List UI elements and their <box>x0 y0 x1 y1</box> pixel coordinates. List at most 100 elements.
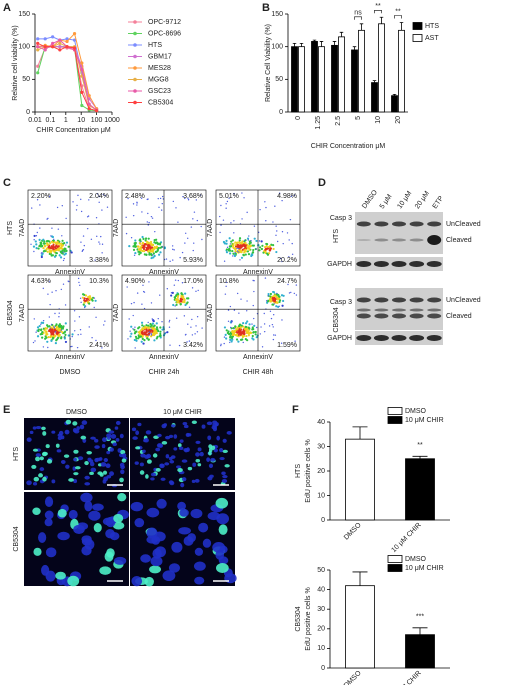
nucleus <box>140 453 146 458</box>
nucleus <box>160 477 166 481</box>
nucleus <box>130 501 144 512</box>
panel-label: E <box>3 404 10 416</box>
flow-event <box>141 324 144 327</box>
flow-event <box>187 323 189 325</box>
flow-event <box>159 332 162 336</box>
flow-event <box>231 239 234 242</box>
flow-event <box>101 347 103 349</box>
legend-label: MES28 <box>148 65 171 72</box>
flow-event <box>79 297 82 299</box>
flow-event <box>225 248 229 251</box>
flow-event <box>166 331 169 334</box>
nucleus <box>84 461 89 466</box>
nucleus <box>86 451 92 455</box>
flow-event <box>225 329 228 332</box>
nucleus <box>146 527 158 539</box>
flow-event <box>132 245 135 248</box>
flow-event <box>59 326 62 329</box>
band-label: Cleaved <box>446 313 472 320</box>
nucleus <box>178 446 184 450</box>
flow-event <box>58 254 61 257</box>
flow-event <box>140 331 143 334</box>
data-point <box>36 71 40 75</box>
flow-event <box>71 333 74 336</box>
blot-band <box>391 261 407 267</box>
flow-event <box>143 331 146 334</box>
flow-event <box>250 254 253 258</box>
nucleus <box>180 482 185 488</box>
flow-event <box>238 328 241 331</box>
bar <box>371 82 378 113</box>
flow-event <box>48 248 51 251</box>
flow-event <box>86 227 89 230</box>
flow-event <box>139 242 142 245</box>
error-bar <box>312 39 317 42</box>
flow-event <box>256 334 259 337</box>
nucleus <box>131 576 143 587</box>
nucleus <box>112 521 125 530</box>
flow-event <box>165 258 168 260</box>
nucleus <box>195 440 201 445</box>
group-label: CB5304 <box>295 606 302 631</box>
nucleus <box>206 457 211 462</box>
flow-event <box>76 204 78 207</box>
nucleus <box>222 474 228 479</box>
flow-event <box>83 244 85 247</box>
flow-event <box>87 300 90 303</box>
control-label: GAPDH <box>327 335 352 342</box>
blot-band <box>392 308 406 312</box>
flow-event <box>135 339 138 342</box>
data-point <box>58 41 62 46</box>
flow-event <box>148 249 151 252</box>
flow-event <box>96 235 98 238</box>
legend-label: GSC23 <box>148 88 171 95</box>
nucleus <box>42 451 48 456</box>
nucleus <box>57 433 63 437</box>
flow-event <box>142 237 145 240</box>
lane-label: 5 μM <box>379 193 394 210</box>
flow-event <box>263 312 265 315</box>
nucleus <box>51 430 56 434</box>
flow-event <box>177 299 180 302</box>
flow-event <box>289 218 292 221</box>
data-point <box>43 48 47 52</box>
flow-event <box>245 334 248 338</box>
flow-event <box>177 221 179 223</box>
flow-event <box>236 243 239 247</box>
error-bar <box>379 16 384 24</box>
nucleus <box>26 437 32 442</box>
flow-event <box>63 331 66 334</box>
flow-event <box>61 249 64 252</box>
y-tick-label: 20 <box>317 468 325 475</box>
flow-event <box>181 282 184 284</box>
flow-event <box>141 246 145 249</box>
flow-event <box>228 332 231 336</box>
flow-event <box>55 339 58 342</box>
nucleus <box>181 459 188 463</box>
flow-event <box>103 324 105 326</box>
flow-event <box>139 248 142 252</box>
flow-event <box>273 334 275 336</box>
bar <box>391 95 398 113</box>
flow-event <box>233 220 235 222</box>
bar <box>345 585 375 669</box>
nucleus <box>84 475 90 480</box>
annotation: ns <box>354 10 362 17</box>
flow-event <box>175 303 178 306</box>
flow-event <box>170 292 173 294</box>
flow-event <box>265 300 268 302</box>
flow-event <box>240 256 244 259</box>
flow-event <box>168 321 170 323</box>
flow-event <box>223 260 226 262</box>
legend-label: OPC-8696 <box>148 30 181 37</box>
blot-band <box>392 221 406 227</box>
flow-event <box>248 327 251 330</box>
nucleus <box>81 420 88 425</box>
flow-event <box>191 334 194 336</box>
flow-event <box>143 249 146 253</box>
nucleus <box>140 554 151 563</box>
flow-event <box>156 248 160 251</box>
nucleus <box>80 435 87 440</box>
panel-label: F <box>292 404 299 416</box>
flow-event <box>88 199 90 201</box>
